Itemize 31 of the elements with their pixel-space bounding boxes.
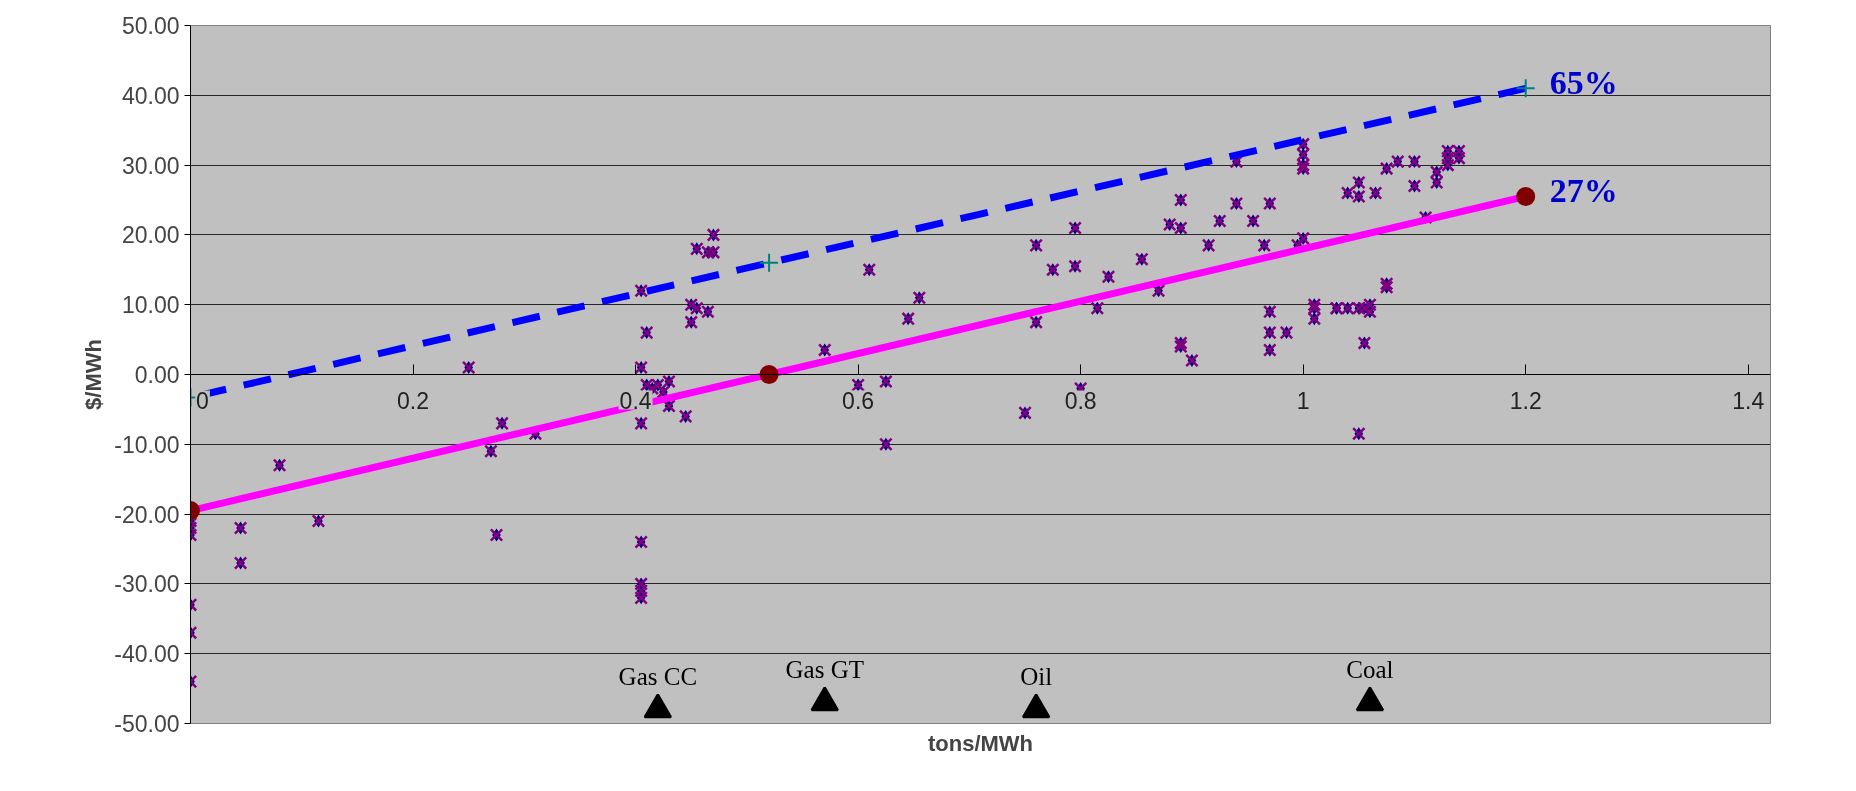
point (643, 693, 673, 719)
y-tick-label: 50.00 (121, 13, 180, 39)
annotation: Gas GT (785, 655, 864, 683)
x-axis-title: tons/MWh (927, 730, 1034, 756)
annotation: Coal (1346, 655, 1394, 683)
x-tick-label: 0.8 (1064, 387, 1097, 414)
series-label: 65% (1549, 63, 1618, 101)
x-tick-label: 1.2 (1509, 387, 1542, 414)
point (810, 686, 839, 712)
y-tick-label: 20.00 (121, 222, 180, 249)
y-tick-label: 0.00 (134, 362, 180, 388)
x-tick-label: 0 (196, 387, 209, 414)
x-tick-label: 0.4 (619, 387, 652, 414)
point (1021, 693, 1051, 719)
y-tick-label: -50.00 (114, 711, 180, 737)
x-tick-label: 1 (1296, 387, 1310, 414)
x-tick-label: 1.4 (1732, 387, 1765, 414)
y-tick-label: -10.00 (114, 431, 180, 458)
y-tick-label: 10.00 (121, 292, 180, 319)
y-tick-label: -30.00 (114, 571, 180, 598)
y-tick-label: -20.00 (114, 501, 180, 528)
series-label: 27% (1549, 172, 1618, 210)
y-tick-label: 30.00 (121, 152, 180, 179)
y-tick-label: 40.00 (121, 82, 180, 109)
x-tick-label: 0.2 (397, 387, 430, 414)
point (1355, 686, 1385, 712)
x-tick-label: 0.6 (842, 387, 875, 414)
annotation: Oil (1020, 662, 1053, 690)
y-tick-label: -40.00 (114, 641, 180, 668)
y-axis-title: $/MWh (81, 339, 107, 410)
annotation: Gas CC (618, 662, 698, 690)
